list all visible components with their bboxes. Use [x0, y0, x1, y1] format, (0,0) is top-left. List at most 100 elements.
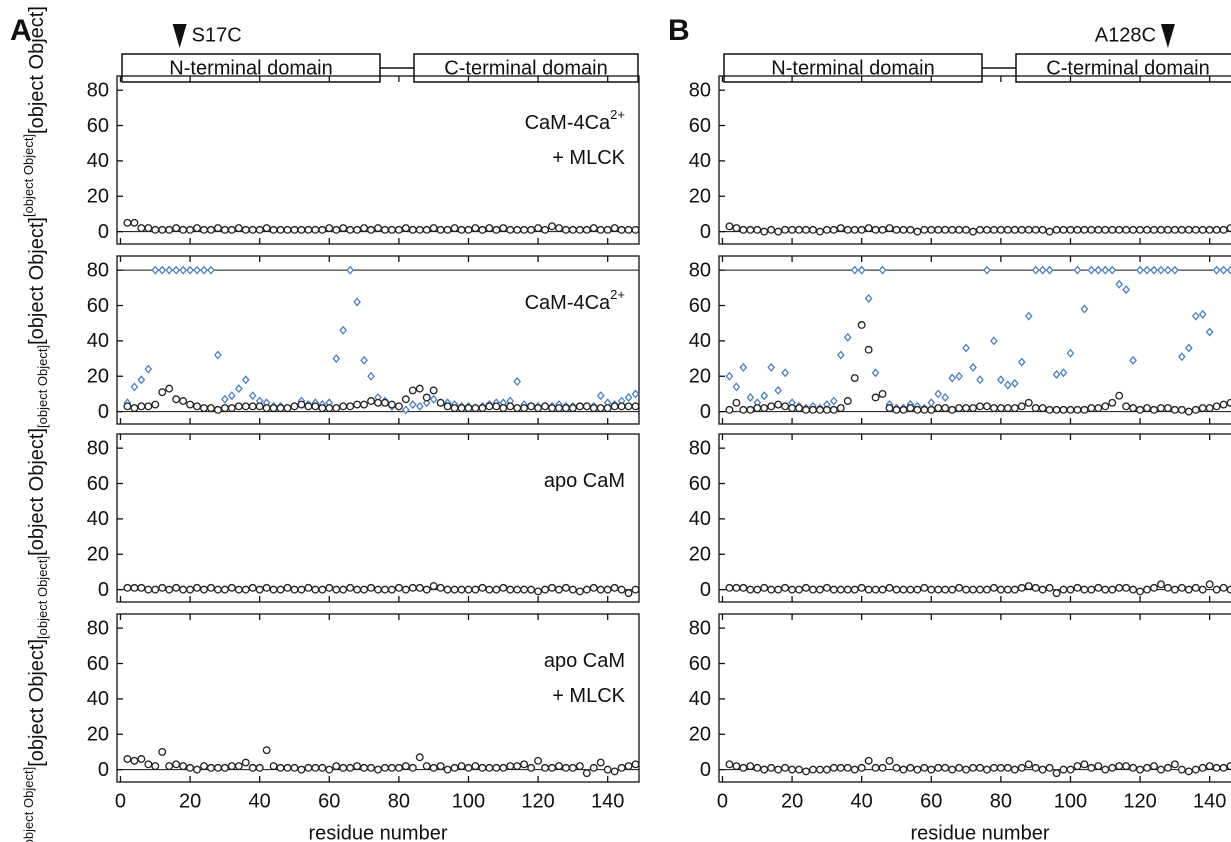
data-point	[241, 375, 250, 385]
y-tick-label: 0	[98, 759, 109, 781]
data-point	[137, 224, 146, 233]
data-point	[836, 224, 845, 233]
data-point	[941, 392, 950, 402]
data-point	[1170, 405, 1179, 414]
data-point	[1059, 765, 1068, 774]
data-point	[996, 763, 1005, 772]
data-point	[843, 332, 852, 342]
data-point	[1177, 352, 1186, 362]
data-point	[325, 765, 334, 774]
data-point	[450, 585, 459, 594]
data-point	[186, 763, 195, 772]
data-point	[864, 585, 873, 594]
y-tick-label: 60	[87, 115, 109, 137]
data-point	[1212, 763, 1221, 772]
data-point	[850, 765, 859, 774]
y-tick-label: 60	[689, 473, 711, 495]
data-point	[857, 763, 866, 772]
data-point	[137, 402, 146, 411]
data-point	[1080, 405, 1089, 414]
data-point	[443, 225, 452, 234]
data-point	[809, 405, 817, 414]
data-point	[899, 225, 908, 234]
data-point	[1205, 580, 1214, 589]
data-point	[857, 265, 866, 275]
data-point	[920, 763, 929, 772]
data-point	[290, 763, 299, 772]
data-point	[1129, 585, 1138, 594]
annotation-sup: 2+	[610, 107, 625, 122]
data-point	[367, 397, 375, 405]
data-point	[408, 763, 417, 772]
data-point	[767, 763, 776, 772]
data-point	[478, 225, 487, 234]
data-point	[485, 763, 494, 772]
data-point	[1219, 763, 1228, 772]
data-point	[989, 404, 998, 413]
data-point	[822, 405, 831, 414]
data-point	[513, 225, 522, 234]
data-point	[962, 343, 970, 353]
data-point	[283, 225, 292, 234]
data-point	[575, 225, 584, 234]
data-point	[1143, 763, 1151, 772]
data-point	[248, 583, 257, 592]
data-point	[165, 265, 174, 275]
data-point	[617, 763, 626, 772]
data-point	[151, 585, 160, 594]
data-point	[941, 585, 950, 594]
data-point	[381, 398, 389, 407]
data-point	[381, 225, 389, 234]
data-point	[1038, 404, 1047, 413]
data-point	[878, 763, 887, 772]
data-point	[450, 404, 459, 413]
data-point	[885, 224, 894, 233]
y-tick-label: 20	[689, 366, 711, 388]
data-point	[248, 225, 257, 234]
data-point	[1122, 225, 1131, 234]
data-point	[367, 225, 375, 234]
data-point	[401, 585, 410, 594]
y-tick-label: 20	[87, 366, 109, 388]
panel-letter: B	[668, 14, 690, 47]
data-point	[1031, 583, 1040, 592]
data-point	[1219, 225, 1228, 234]
data-point	[1059, 368, 1068, 378]
data-point	[297, 225, 306, 234]
data-point	[360, 763, 369, 772]
annotation-text: + MLCK	[552, 147, 625, 169]
data-point	[1031, 225, 1040, 234]
data-point	[137, 755, 146, 763]
data-point	[1073, 405, 1082, 414]
data-point	[1205, 225, 1214, 234]
data-point	[1150, 762, 1158, 771]
data-point	[408, 583, 417, 592]
data-point	[1170, 585, 1179, 594]
data-point	[1122, 285, 1131, 295]
data-point	[248, 763, 257, 772]
data-point	[1136, 225, 1145, 234]
data-point	[471, 224, 480, 233]
data-point	[857, 583, 866, 592]
data-point	[739, 583, 748, 592]
y-tick-label: 60	[87, 653, 109, 675]
data-point	[1143, 225, 1151, 234]
data-point	[1010, 225, 1019, 234]
data-point	[885, 404, 894, 413]
data-point	[1003, 763, 1012, 772]
data-point	[753, 404, 762, 413]
data-point	[1094, 404, 1103, 413]
data-point	[534, 224, 543, 233]
data-point	[234, 585, 243, 594]
data-point	[276, 225, 285, 234]
data-point	[158, 265, 167, 275]
data-point	[541, 585, 549, 594]
data-point	[408, 225, 417, 234]
data-point	[955, 404, 964, 413]
y-tick-label: 80	[689, 617, 711, 639]
data-point	[732, 398, 741, 407]
data-point	[746, 762, 755, 771]
data-point	[527, 585, 536, 594]
data-point	[1108, 763, 1117, 772]
data-point	[624, 392, 633, 402]
